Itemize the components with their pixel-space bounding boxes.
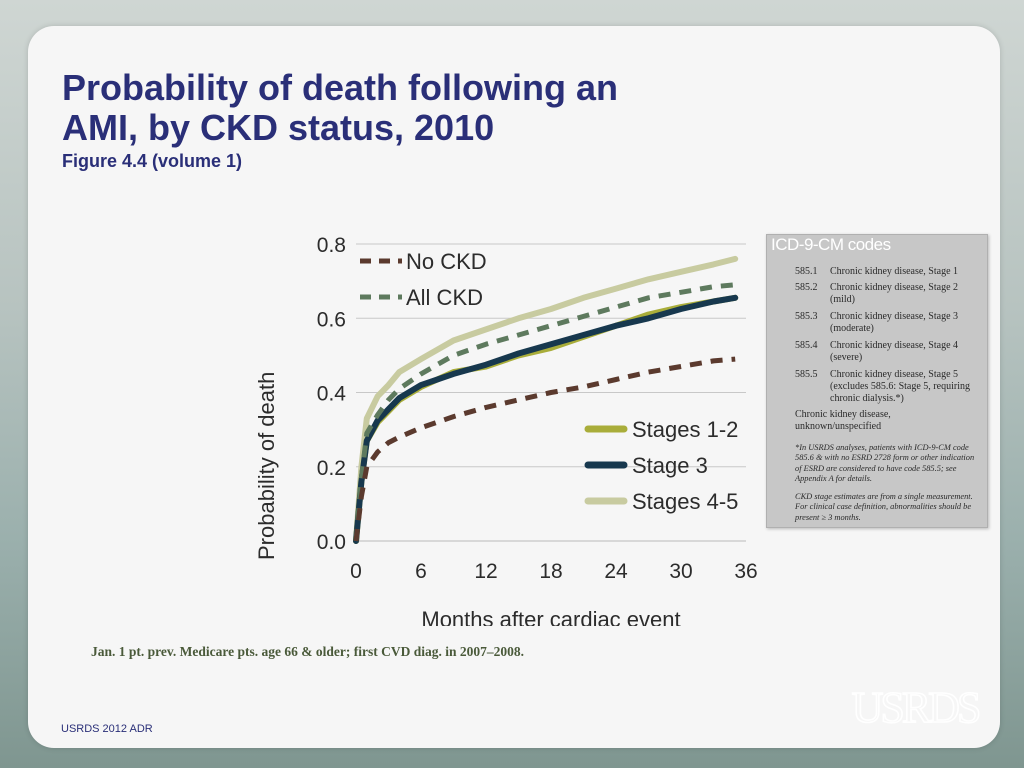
icd-codes-panel: ICD-9-CM codes 585.1 Chronic kidney dise… <box>766 234 988 528</box>
x-tick-label: 12 <box>474 560 497 583</box>
legend-label: All CKD <box>406 285 483 310</box>
series-line-no-ckd <box>353 356 736 542</box>
icd-desc: Chronic kidney disease, Stage 5 (exclude… <box>830 369 970 404</box>
y-tick-label: 0.8 <box>317 234 346 257</box>
icd-unknown: Chronic kidney disease, unknown/unspecif… <box>795 409 891 432</box>
icd-code: 585.1 <box>795 266 818 277</box>
icd-panel-title: ICD-9-CM codes <box>771 235 891 254</box>
usrds-logo: USRDS <box>851 682 983 732</box>
series-line-stage-3 <box>353 294 739 544</box>
icd-desc: Chronic kidney disease, Stage 1 <box>830 266 959 277</box>
usrds-logo-text: USRDS <box>852 683 979 732</box>
footer-source: USRDS 2012 ADR <box>61 723 153 735</box>
icd-note-stage: CKD stage estimates are from a single me… <box>795 492 973 522</box>
x-tick-label: 30 <box>669 560 692 583</box>
icd-desc: Chronic kidney disease, Stage 3 (moderat… <box>830 311 959 334</box>
icd-note-esrd: *In USRDS analyses, patients with ICD-9-… <box>795 443 975 484</box>
y-tick-label: 0.0 <box>317 531 346 554</box>
legend-label: Stages 4-5 <box>632 489 738 514</box>
icd-desc: Chronic kidney disease, Stage 2 (mild) <box>830 282 959 305</box>
icd-code: 585.5 <box>795 369 818 380</box>
icd-code: 585.2 <box>795 282 818 293</box>
y-tick-label: 0.4 <box>317 383 347 406</box>
page-title: Probability of death following an AMI, b… <box>62 67 618 148</box>
mortality-line-chart: 0.0 0.2 0.4 0.6 0.8 0 6 12 18 24 30 36 Months after … <box>317 234 758 626</box>
x-tick-label: 6 <box>415 560 427 583</box>
x-tick-label: 0 <box>350 560 362 583</box>
y-tick-label: 0.6 <box>317 308 346 331</box>
x-tick-label: 24 <box>604 560 628 583</box>
legend-label: Stage 3 <box>632 453 708 478</box>
x-tick-label: 18 <box>539 560 562 583</box>
series-line-stages-4-5 <box>353 255 739 544</box>
legend-label: Stages 1-2 <box>632 417 738 442</box>
icd-desc: Chronic kidney disease, Stage 4 (severe) <box>830 340 959 363</box>
series-line-all-ckd <box>353 282 736 542</box>
icd-code: 585.4 <box>795 340 818 351</box>
legend-label: No CKD <box>406 249 487 274</box>
figure-subtitle: Figure 4.4 (volume 1) <box>62 151 243 171</box>
x-axis-label: Months after cardiac event <box>421 607 680 626</box>
y-tick-label: 0.2 <box>317 457 346 480</box>
population-footnote: Jan. 1 pt. prev. Medicare pts. age 66 & … <box>91 644 524 659</box>
x-tick-label: 36 <box>734 560 757 583</box>
icd-code: 585.3 <box>795 311 818 322</box>
